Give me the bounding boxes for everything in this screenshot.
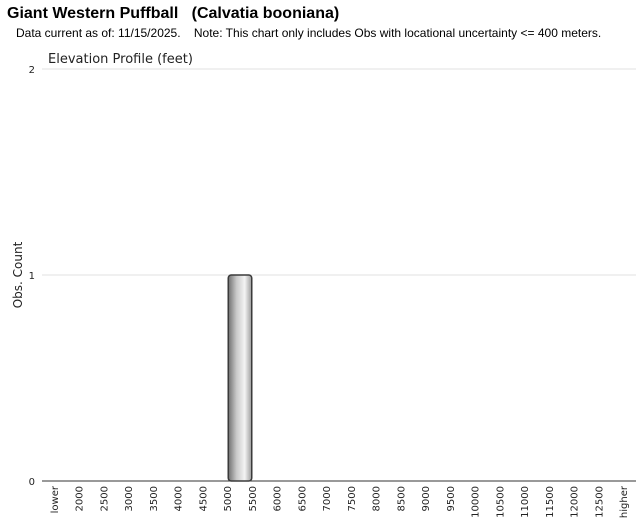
x-tick-label: 11000	[520, 486, 531, 518]
x-tick-label: 10500	[495, 486, 506, 518]
x-tick-label: 5000	[223, 486, 234, 511]
x-tick-label: lower	[50, 485, 61, 513]
x-tick-label: 3000	[124, 486, 135, 511]
x-tick-label: 10000	[471, 486, 482, 518]
x-tick-label: higher	[619, 485, 630, 518]
y-tick-label: 2	[29, 65, 35, 76]
x-tick-label: 12000	[570, 486, 581, 518]
x-tick-label: 2000	[75, 486, 86, 511]
x-tick-label: 9000	[421, 486, 432, 511]
x-tick-label: 9500	[446, 486, 457, 511]
chart-title-main: Giant Western Puffball (Calvatia boonian…	[7, 5, 340, 22]
x-tick-label: 8500	[396, 486, 407, 511]
x-tick-label: 12500	[594, 486, 605, 518]
x-tick-label: 4000	[174, 486, 185, 511]
x-tick-label: 4500	[198, 486, 209, 511]
y-tick-label: 0	[29, 477, 35, 488]
x-tick-label: 11500	[545, 486, 556, 518]
x-tick-label: 6500	[297, 486, 308, 511]
x-tick-label: 5500	[248, 486, 259, 511]
x-tick-label: 2500	[99, 486, 110, 511]
x-tick-label: 7500	[347, 486, 358, 511]
plot-title: Elevation Profile (feet)	[48, 52, 193, 67]
y-tick-label: 1	[29, 271, 35, 282]
data-note: Data current as of: 11/15/2025. Note: Th…	[16, 26, 602, 40]
x-tick-label: 8000	[372, 486, 383, 511]
x-tick-label: 3500	[149, 486, 160, 511]
y-axis-label: Obs. Count	[11, 241, 25, 308]
x-tick-label: 7000	[322, 486, 333, 511]
x-tick-label: 6000	[273, 486, 284, 511]
bar-5000	[227, 274, 253, 482]
